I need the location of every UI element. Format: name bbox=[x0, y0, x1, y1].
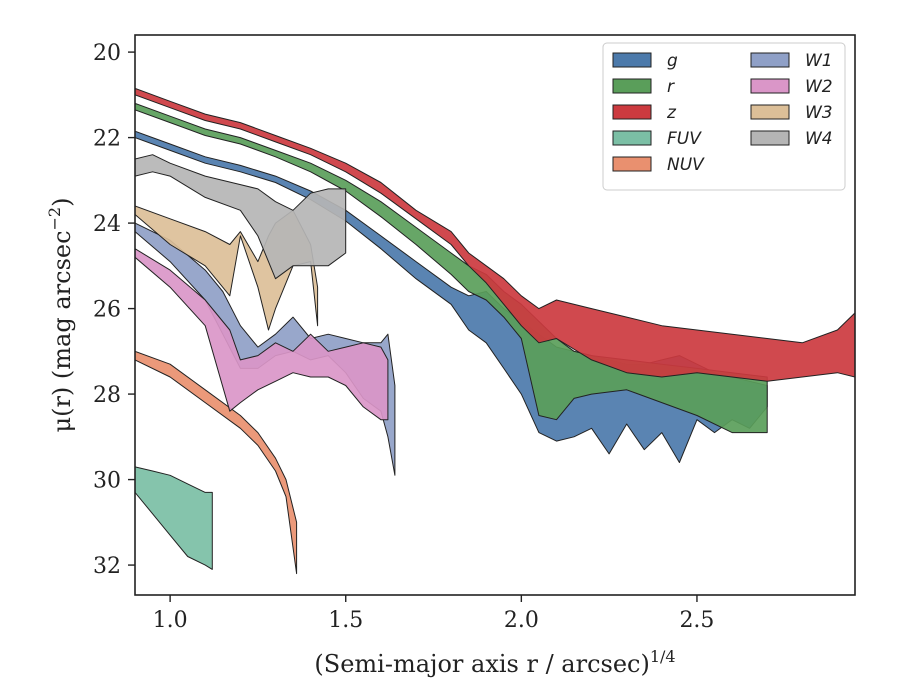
legend-swatch bbox=[750, 130, 790, 146]
y-axis: 20 22 24 26 28 30 32 bbox=[93, 41, 135, 579]
legend-label: FUV bbox=[667, 129, 702, 149]
x-tick-label: 1.0 bbox=[153, 608, 188, 633]
band-r bbox=[135, 102, 768, 434]
legend-item-z: z bbox=[612, 103, 677, 123]
legend-swatch bbox=[612, 104, 652, 120]
legend-label: W2 bbox=[805, 77, 833, 97]
legend-swatch bbox=[750, 52, 790, 68]
legend-item-w2: W2 bbox=[750, 77, 833, 97]
legend-swatch bbox=[612, 130, 652, 146]
y-tick-label: 22 bbox=[93, 127, 121, 152]
legend-item-g: g bbox=[612, 51, 678, 71]
legend-swatch bbox=[612, 156, 652, 172]
x-tick-label: 1.5 bbox=[328, 608, 363, 633]
legend-label: W1 bbox=[805, 51, 833, 71]
legend-label: r bbox=[667, 77, 675, 97]
band-nuv bbox=[135, 350, 298, 575]
x-axis-label: (Semi-major axis r / arcsec)1/4 bbox=[314, 647, 675, 678]
legend-swatch bbox=[750, 78, 790, 94]
legend-item-fuv: FUV bbox=[612, 129, 702, 149]
band-w4 bbox=[135, 154, 347, 280]
legend-label: NUV bbox=[667, 155, 705, 175]
y-tick-label: 32 bbox=[93, 554, 121, 579]
y-tick-label: 28 bbox=[93, 383, 121, 408]
y-tick-label: 30 bbox=[93, 469, 121, 494]
legend-item-nuv: NUV bbox=[612, 155, 705, 175]
legend-label: W3 bbox=[805, 103, 833, 123]
legend-label: g bbox=[667, 51, 678, 71]
x-tick-label: 2.5 bbox=[679, 608, 714, 633]
y-axis-label: μ(r) (mag arcsec−2) bbox=[45, 198, 76, 433]
legend-item-r: r bbox=[612, 77, 675, 97]
legend-item-w3: W3 bbox=[750, 103, 833, 123]
x-axis: 1.0 1.5 2.0 2.5 bbox=[153, 595, 714, 633]
band-w2 bbox=[135, 248, 389, 421]
legend-item-w1: W1 bbox=[750, 51, 833, 71]
band-z bbox=[135, 87, 855, 382]
legend-label: W4 bbox=[805, 129, 833, 149]
plot-frame bbox=[134, 34, 856, 596]
legend-swatch bbox=[612, 52, 652, 68]
x-tick-label: 2.0 bbox=[504, 608, 539, 633]
y-tick-label: 26 bbox=[93, 298, 121, 323]
y-tick-label: 20 bbox=[93, 41, 121, 66]
band-fuv bbox=[135, 466, 213, 570]
band-layer bbox=[135, 87, 855, 575]
legend-label: z bbox=[666, 103, 677, 123]
y-tick-label: 24 bbox=[93, 212, 121, 237]
legend: grz FUV NUV W1 W2 W3 W4 bbox=[602, 42, 846, 191]
legend-swatch bbox=[612, 78, 652, 94]
legend-swatch bbox=[750, 104, 790, 120]
legend-item-w4: W4 bbox=[750, 129, 833, 149]
